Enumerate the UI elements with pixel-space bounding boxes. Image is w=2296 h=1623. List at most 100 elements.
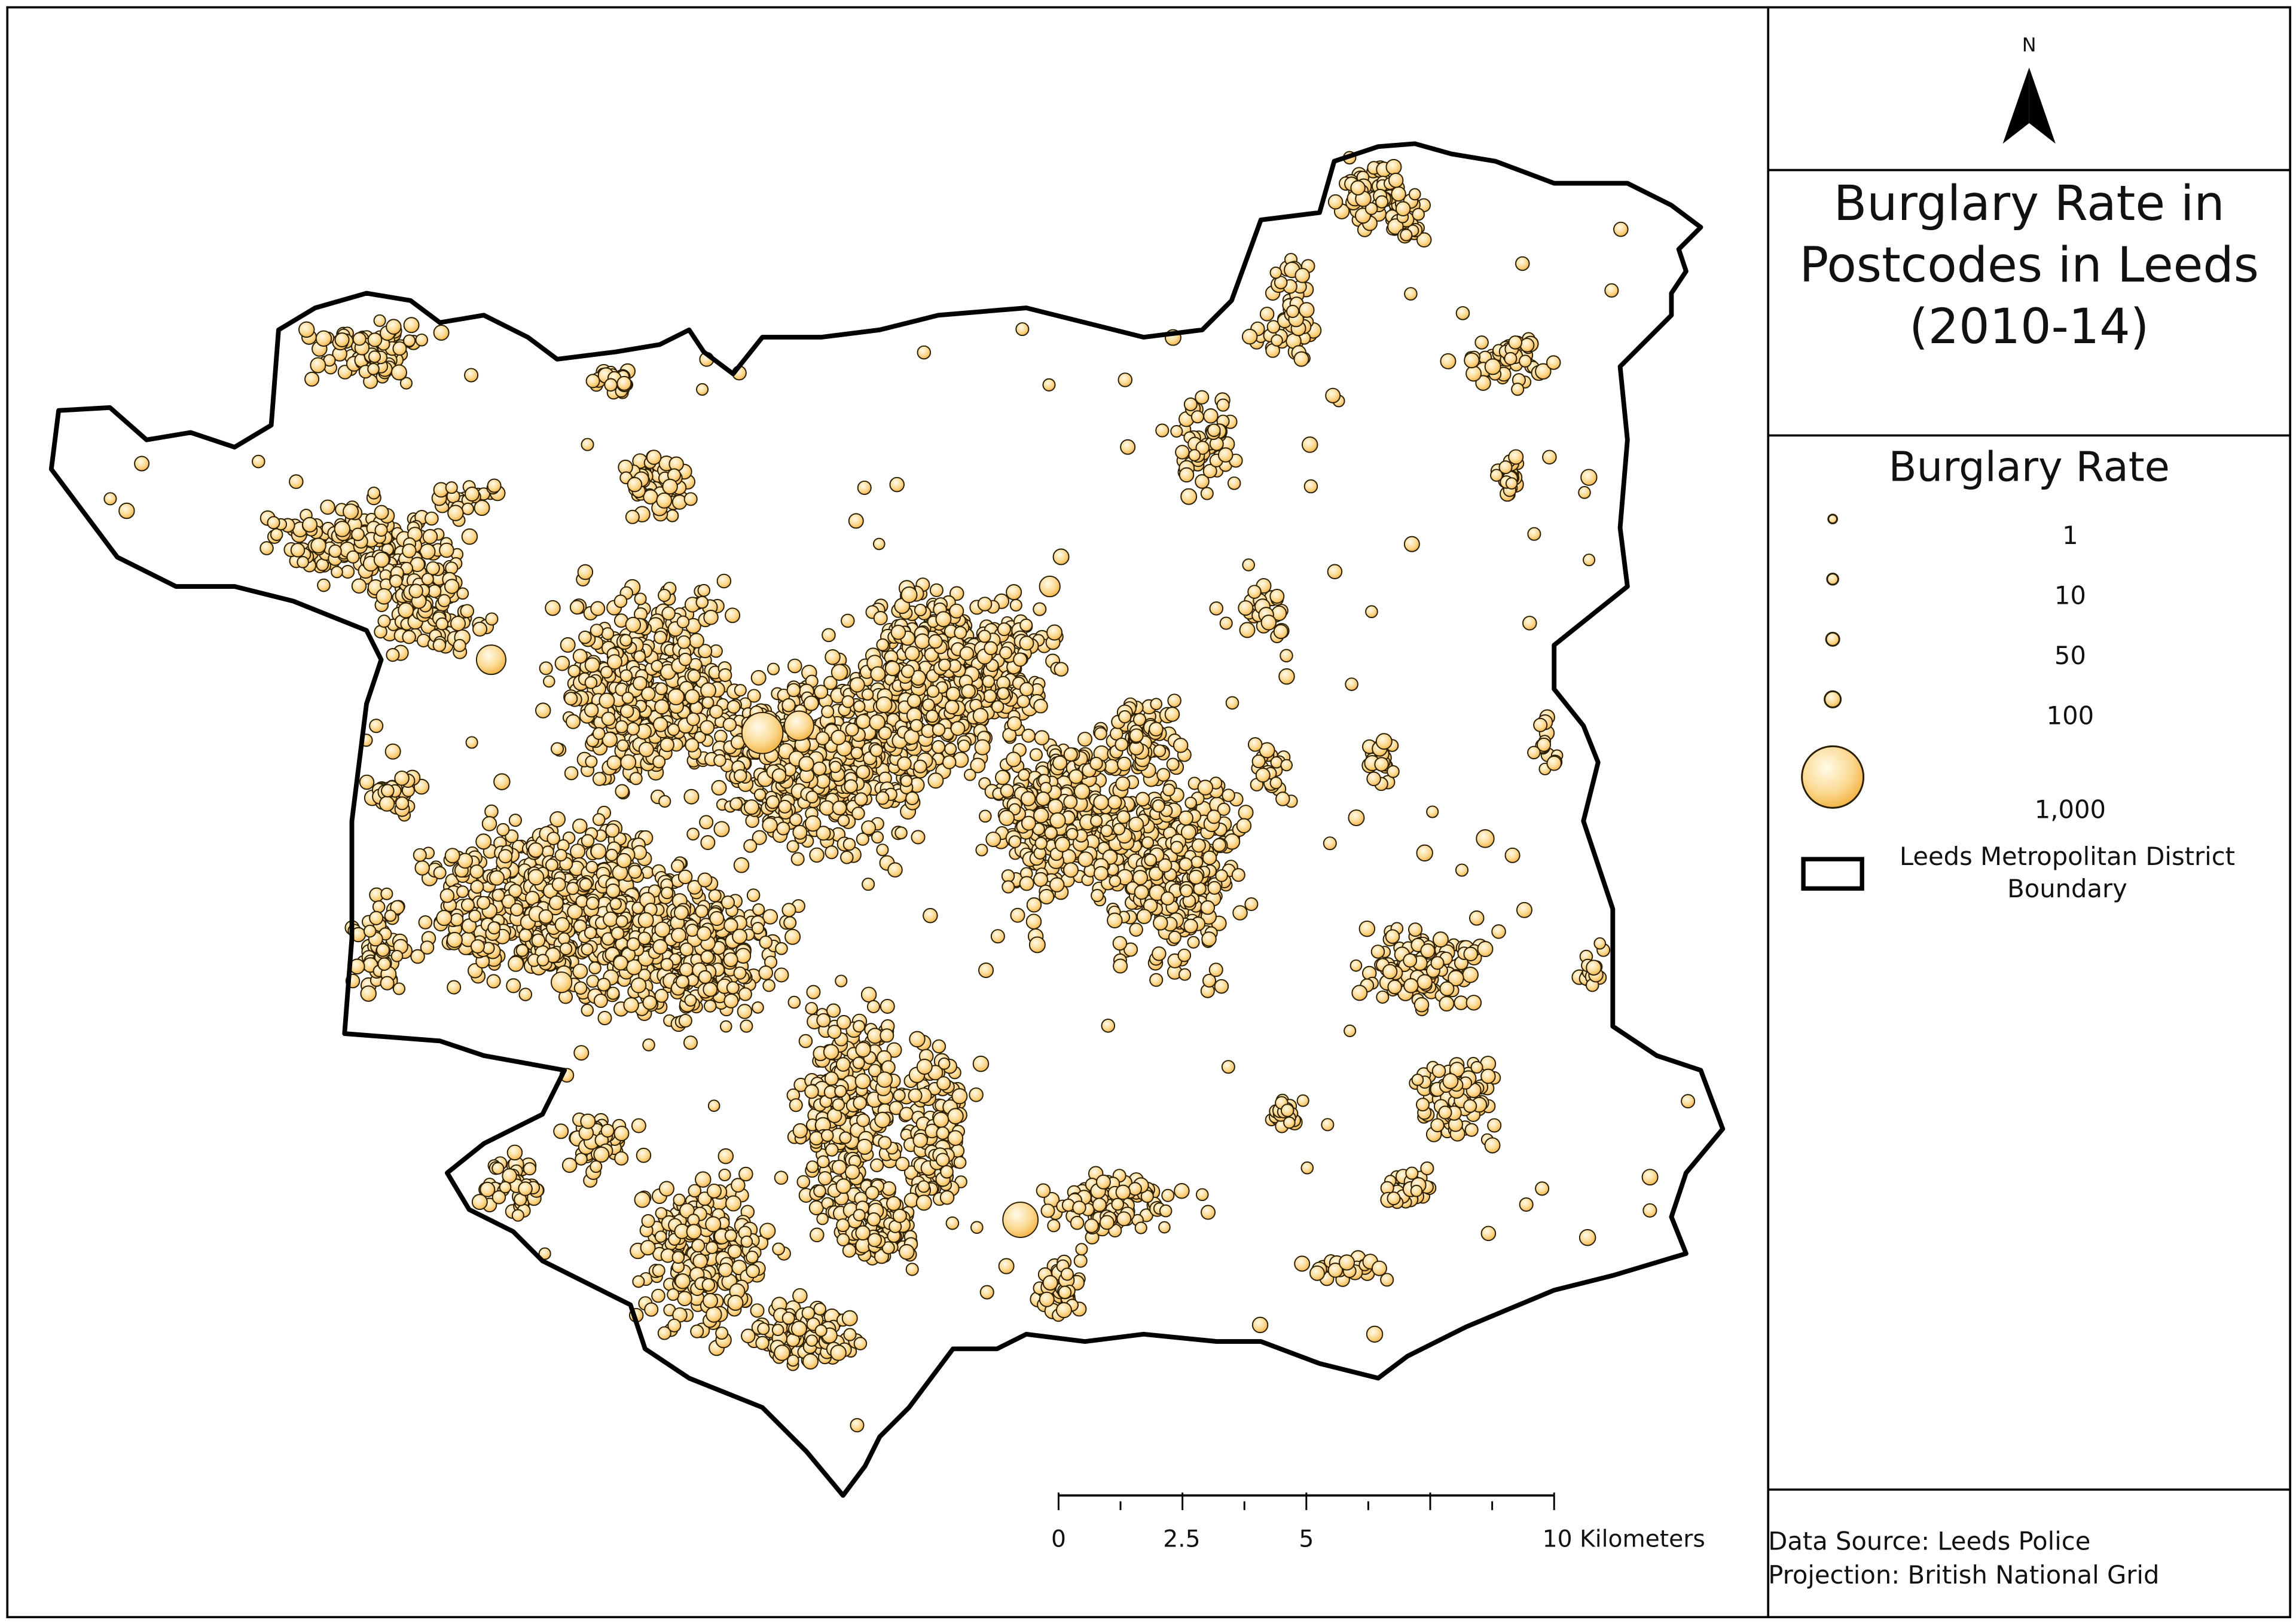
point	[805, 1334, 819, 1347]
point	[705, 1241, 719, 1254]
point	[696, 926, 712, 942]
point	[700, 950, 715, 964]
point	[1018, 769, 1030, 781]
point	[674, 1273, 691, 1289]
point	[982, 675, 996, 688]
point	[762, 909, 778, 925]
point	[975, 843, 988, 857]
point	[1007, 716, 1022, 732]
point	[908, 1088, 923, 1103]
point	[551, 742, 564, 756]
point	[886, 1196, 902, 1211]
point	[781, 903, 796, 918]
point	[997, 622, 1011, 637]
point	[1439, 981, 1455, 997]
point	[557, 932, 570, 945]
point	[1034, 836, 1048, 850]
point	[1170, 840, 1184, 854]
point	[334, 332, 350, 348]
point	[654, 1230, 667, 1243]
point	[767, 662, 780, 676]
point	[1432, 931, 1449, 948]
point	[1238, 805, 1254, 821]
point	[421, 573, 434, 586]
point	[876, 638, 889, 652]
point	[615, 915, 628, 928]
point	[667, 1288, 680, 1301]
point	[531, 933, 546, 948]
point	[1413, 997, 1430, 1013]
point	[790, 852, 805, 866]
point	[865, 1185, 880, 1200]
point	[470, 880, 484, 894]
point	[433, 866, 447, 880]
point	[626, 722, 640, 736]
point	[1382, 964, 1398, 980]
point	[706, 1306, 722, 1323]
point	[878, 1136, 892, 1150]
point	[1002, 880, 1015, 894]
point	[665, 509, 679, 522]
point	[840, 850, 854, 864]
point	[437, 594, 451, 607]
point	[1039, 888, 1055, 904]
point	[690, 1324, 704, 1338]
point	[619, 634, 633, 647]
point	[1072, 1200, 1086, 1215]
point	[1442, 1073, 1459, 1090]
point	[938, 1057, 951, 1070]
point	[1068, 769, 1084, 784]
point	[661, 606, 676, 621]
point	[450, 616, 466, 632]
point	[678, 652, 692, 667]
point	[964, 768, 976, 781]
point	[1033, 807, 1049, 824]
point	[806, 1160, 819, 1173]
point	[733, 857, 750, 873]
point	[373, 551, 390, 568]
point	[691, 1239, 706, 1253]
point	[1370, 945, 1385, 959]
point	[817, 1155, 830, 1169]
point	[822, 628, 836, 643]
point	[909, 719, 923, 732]
point	[634, 592, 647, 606]
point	[1034, 730, 1050, 745]
point	[1519, 354, 1532, 368]
point	[810, 1227, 825, 1243]
point	[675, 974, 689, 989]
point	[560, 637, 576, 653]
point	[310, 537, 326, 554]
point	[874, 1111, 891, 1129]
point	[1135, 791, 1150, 807]
point	[713, 821, 730, 838]
point	[581, 943, 594, 956]
point	[825, 649, 841, 665]
point	[1025, 913, 1042, 930]
point	[1385, 929, 1400, 944]
point	[1183, 918, 1198, 934]
point	[972, 708, 989, 724]
point	[1070, 1215, 1085, 1230]
point	[642, 1038, 655, 1052]
point	[839, 1131, 852, 1144]
point	[1008, 835, 1022, 848]
point	[905, 1263, 919, 1276]
point	[1046, 624, 1063, 641]
point	[408, 583, 423, 598]
point	[784, 928, 801, 945]
point	[652, 939, 668, 955]
point	[880, 1028, 894, 1043]
point	[1244, 897, 1259, 912]
point	[914, 603, 927, 617]
point	[720, 895, 735, 910]
point	[1180, 884, 1193, 898]
point	[1519, 338, 1535, 353]
point	[775, 942, 788, 955]
point	[584, 926, 597, 940]
point	[1159, 1204, 1173, 1218]
point	[836, 1218, 850, 1233]
point	[590, 843, 607, 860]
point	[755, 1335, 770, 1350]
